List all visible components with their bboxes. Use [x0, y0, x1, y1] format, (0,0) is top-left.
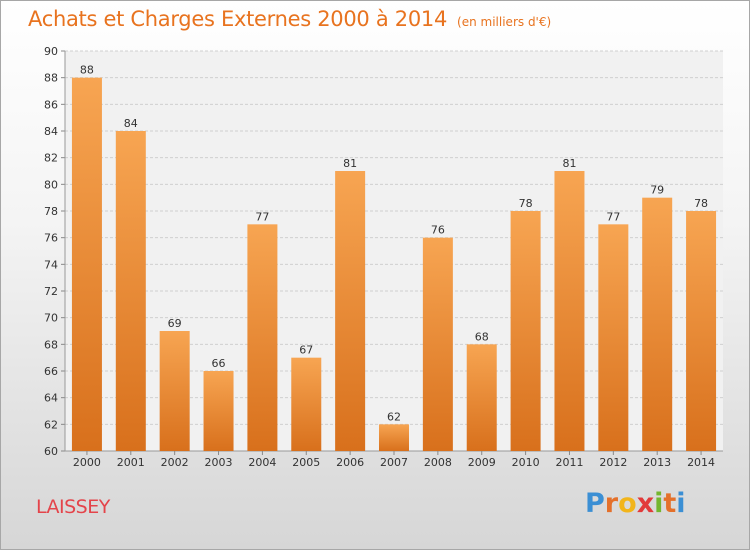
x-tick-label: 2006	[336, 456, 364, 469]
bar	[510, 211, 541, 451]
y-tick-label: 86	[44, 98, 58, 111]
chart-subtitle: (en milliers d'€)	[457, 15, 552, 29]
value-label: 66	[212, 357, 226, 370]
value-label: 77	[606, 210, 620, 223]
y-tick-label: 64	[44, 392, 58, 405]
y-tick-label: 78	[44, 205, 58, 218]
bar	[291, 357, 322, 451]
value-label: 68	[475, 330, 489, 343]
value-label: 84	[124, 117, 138, 130]
bar	[159, 331, 190, 451]
value-label: 78	[519, 197, 533, 210]
x-tick-label: 2000	[73, 456, 101, 469]
y-tick-label: 72	[44, 285, 58, 298]
x-tick-label: 2002	[161, 456, 189, 469]
y-tick-label: 66	[44, 365, 58, 378]
x-tick-label: 2007	[380, 456, 408, 469]
value-label: 76	[431, 224, 445, 237]
y-tick-label: 84	[44, 125, 58, 138]
y-tick-label: 82	[44, 152, 58, 165]
x-tick-label: 2009	[468, 456, 496, 469]
value-label: 81	[562, 157, 576, 170]
x-tick-label: 2013	[643, 456, 671, 469]
bar	[203, 371, 234, 451]
value-label: 81	[343, 157, 357, 170]
y-tick-label: 76	[44, 232, 58, 245]
y-tick-label: 60	[44, 445, 58, 458]
x-tick-label: 2004	[248, 456, 276, 469]
y-tick-label: 88	[44, 72, 58, 85]
y-tick-label: 90	[44, 45, 58, 58]
bar	[642, 197, 673, 451]
proxiti-logo: Proxiti	[585, 488, 686, 519]
x-tick-label: 2012	[599, 456, 627, 469]
bar	[335, 171, 366, 451]
y-tick-label: 68	[44, 338, 58, 351]
value-label: 77	[255, 210, 269, 223]
x-tick-label: 2003	[205, 456, 233, 469]
y-tick-label: 74	[44, 258, 58, 271]
y-tick-label: 70	[44, 312, 58, 325]
bar	[554, 171, 585, 451]
value-label: 69	[168, 317, 182, 330]
value-label: 88	[80, 64, 94, 77]
bar	[422, 237, 453, 451]
value-label: 78	[694, 197, 708, 210]
x-tick-label: 2008	[424, 456, 452, 469]
bar	[247, 224, 278, 451]
bar	[115, 131, 146, 451]
bar	[686, 211, 717, 451]
x-tick-label: 2010	[512, 456, 540, 469]
value-label: 67	[299, 344, 313, 357]
value-label: 79	[650, 184, 664, 197]
bar	[71, 77, 102, 452]
bar	[379, 424, 409, 451]
commune-name: LAISSEY	[36, 496, 110, 518]
x-tick-label: 2005	[292, 456, 320, 469]
y-tick-label: 80	[44, 178, 58, 191]
y-tick-label: 62	[44, 418, 58, 431]
chart-title: Achats et Charges Externes 2000 à 2014 (e…	[28, 7, 551, 31]
x-tick-label: 2014	[687, 456, 715, 469]
bar	[466, 344, 497, 451]
chart-title-text: Achats et Charges Externes 2000 à 2014	[28, 7, 448, 31]
x-tick-label: 2001	[117, 456, 145, 469]
x-tick-label: 2011	[555, 456, 583, 469]
bar	[598, 224, 629, 451]
value-label: 62	[387, 410, 401, 423]
